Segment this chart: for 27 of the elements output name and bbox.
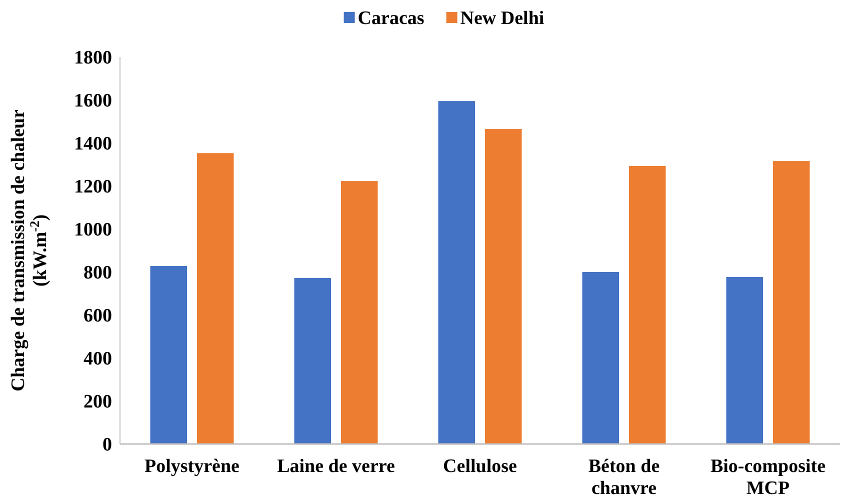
y-tick-label: 1200 bbox=[74, 176, 112, 198]
x-tick-label: Bio-composite MCP bbox=[710, 456, 826, 499]
bar bbox=[726, 276, 763, 444]
bar bbox=[150, 266, 187, 444]
bar bbox=[341, 181, 378, 444]
legend-label: Caracas bbox=[358, 8, 424, 29]
x-tick-label: Cellulose bbox=[443, 456, 517, 477]
x-tick-label: Laine de verre bbox=[277, 456, 395, 477]
bar bbox=[773, 161, 810, 444]
bar bbox=[294, 278, 331, 444]
bar bbox=[485, 129, 522, 444]
y-tick-label: 0 bbox=[102, 434, 112, 456]
y-tick-label: 800 bbox=[84, 262, 112, 284]
y-tick-label: 1000 bbox=[74, 220, 112, 241]
y-tick-label: 200 bbox=[84, 392, 112, 413]
y-tick-label: 1600 bbox=[74, 90, 112, 112]
x-tick-label: Polystyrène bbox=[144, 456, 240, 477]
y-tick-label: 600 bbox=[84, 306, 112, 327]
y-tick-label: 1400 bbox=[74, 134, 112, 155]
y-tick-label: 400 bbox=[84, 348, 112, 370]
y-tick-label: 1800 bbox=[74, 48, 112, 69]
bar bbox=[197, 153, 234, 444]
bar bbox=[582, 272, 619, 444]
bar bbox=[629, 166, 666, 444]
bar bbox=[438, 101, 475, 444]
x-tick-label: Béton de chanvre bbox=[588, 456, 660, 499]
legend-label: New Delhi bbox=[460, 8, 544, 29]
